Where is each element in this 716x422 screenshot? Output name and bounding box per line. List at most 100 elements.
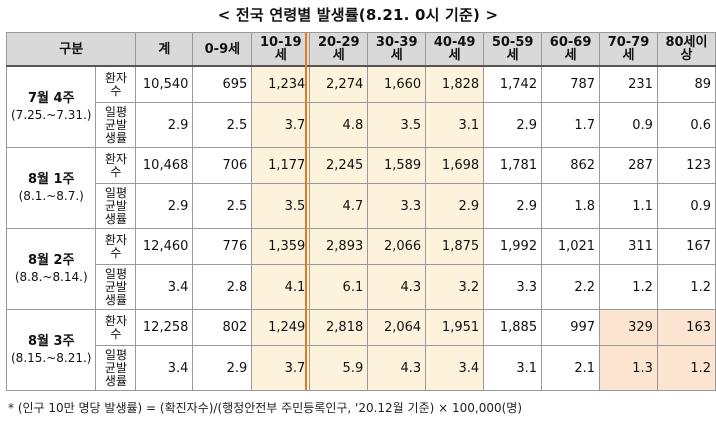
table-cell: 3.1	[425, 102, 485, 148]
table-cell: 0.6	[656, 102, 716, 148]
table-cell: 1.7	[541, 102, 601, 148]
table-cell: 1,951	[425, 309, 485, 346]
highlight-divider	[305, 32, 307, 390]
header-total: 계	[135, 32, 194, 67]
table-cell: 802	[192, 309, 253, 346]
table-cell: 862	[541, 147, 601, 184]
header-age-50-59: 50-59세	[483, 32, 543, 67]
header-age-10-19: 10-19세	[251, 32, 311, 67]
table-cell: 123	[656, 147, 716, 184]
table-cell: 2.9	[192, 345, 253, 391]
week-label: 8월 1주 (8.1.~8.7.)	[5, 147, 97, 229]
table-row: 8월 1주 (8.1.~8.7.) 환자수 10,468 706 1,177 2,245 1,…	[5, 147, 716, 229]
table-cell: 787	[541, 65, 601, 103]
table-cell: 10,540	[135, 65, 194, 103]
table-row: 일평균발생률 3.4 2.8 4.1 6.1 4.3 3.2 3.3 2.2 1.2 1.2	[7, 264, 716, 310]
table-cell: 1.8	[541, 183, 601, 229]
header-age-60-69: 60-69세	[541, 32, 601, 67]
week-name: 8월 2주	[27, 253, 75, 268]
header-row: 구분 계 0-9세 10-19세 20-29세 30-39세 40-49세 50…	[5, 32, 716, 67]
table-cell: 4.8	[309, 102, 369, 148]
header-age-40-49: 40-49세	[425, 32, 485, 67]
table-cell: 706	[192, 147, 253, 184]
row-label-count: 환자수	[95, 228, 137, 265]
table-cell: 287	[599, 147, 658, 184]
week-name: 8월 3주	[27, 334, 75, 349]
row-label-count: 환자수	[95, 309, 137, 346]
table-cell: 4.7	[309, 183, 369, 229]
header-age-80-plus: 80세이상	[656, 32, 716, 67]
week-name: 8월 1주	[27, 172, 75, 187]
table-cell: 2.2	[541, 264, 601, 310]
table-cell: 776	[192, 228, 253, 265]
week-label: 8월 2주 (8.8.~8.14.)	[5, 228, 97, 310]
table-cell: 6.1	[309, 264, 369, 310]
table-cell: 231	[599, 65, 658, 103]
page-title: < 전국 연령별 발생률(8.21. 0시 기준) >	[217, 6, 499, 24]
footnote: * (인구 10만 명당 발생률) = (확진자수)/(행정안전부 주민등록인구…	[8, 401, 523, 415]
table-cell: 163	[656, 309, 716, 346]
row-label-rate: 일평균발생률	[95, 183, 137, 229]
table-cell: 2.5	[192, 102, 253, 148]
table-cell: 2,245	[309, 147, 369, 184]
table-cell: 1,992	[483, 228, 543, 265]
table-cell: 1,234	[251, 65, 311, 103]
table-cell: 2.8	[192, 264, 253, 310]
table-cell: 1,828	[425, 65, 485, 103]
table-cell: 1,698	[425, 147, 485, 184]
table-cell: 2,818	[309, 309, 369, 346]
table-cell: 12,258	[135, 309, 194, 346]
week-range: (8.15.~8.21.)	[11, 351, 92, 365]
table-cell: 1,875	[425, 228, 485, 265]
header-category: 구분	[5, 32, 137, 67]
row-label-rate: 일평균발생률	[95, 345, 137, 391]
table-cell: 4.3	[367, 345, 427, 391]
table-cell: 2.9	[135, 102, 194, 148]
table-cell: 1.2	[656, 264, 716, 310]
table-cell: 3.5	[251, 183, 311, 229]
table-cell: 10,468	[135, 147, 194, 184]
table-cell: 0.9	[599, 102, 658, 148]
table-cell: 1.1	[599, 183, 658, 229]
table-row: 일평균발생률 2.9 2.5 3.5 4.7 3.3 2.9 2.9 1.8 1.1 0.9	[7, 183, 716, 229]
table-cell: 2.9	[483, 183, 543, 229]
table-cell: 3.3	[367, 183, 427, 229]
week-name: 7월 4주	[27, 91, 75, 106]
table-cell: 1,021	[541, 228, 601, 265]
table-cell: 3.5	[367, 102, 427, 148]
table-cell: 997	[541, 309, 601, 346]
header-age-30-39: 30-39세	[367, 32, 427, 67]
table-row: 8월 2주 (8.8.~8.14.) 환자수 12,460 776 1,359 2,893 2…	[5, 228, 716, 310]
table-cell: 2,893	[309, 228, 369, 265]
week-range: (8.1.~8.7.)	[18, 189, 84, 203]
header-age-0-9: 0-9세	[192, 32, 253, 67]
table-cell: 3.3	[483, 264, 543, 310]
row-label-count: 환자수	[95, 65, 137, 103]
table-cell: 0.9	[656, 183, 716, 229]
header-age-20-29: 20-29세	[309, 32, 369, 67]
week-label: 8월 3주 (8.15.~8.21.)	[5, 309, 97, 391]
header-age-70-79: 70-79세	[599, 32, 658, 67]
table-row: 8월 3주 (8.15.~8.21.) 환자수 12,258 802 1,249 2,818…	[5, 309, 716, 391]
table-row: 일평균발생률 2.9 2.5 3.7 4.8 3.5 3.1 2.9 1.7 0.9 0.6	[7, 102, 716, 148]
table-cell: 1,660	[367, 65, 427, 103]
table-row: 7월 4주 (7.25.~7.31.) 환자수 10,540 695 1,234 2,274…	[5, 65, 716, 148]
table-cell: 695	[192, 65, 253, 103]
table-cell: 1,885	[483, 309, 543, 346]
table-cell: 5.9	[309, 345, 369, 391]
table-cell: 2.9	[135, 183, 194, 229]
week-range: (8.8.~8.14.)	[14, 270, 88, 284]
row-label-count: 환자수	[95, 147, 137, 184]
table-cell: 3.4	[135, 345, 194, 391]
table-cell: 2.5	[192, 183, 253, 229]
table-cell: 1.2	[599, 264, 658, 310]
table-cell: 12,460	[135, 228, 194, 265]
table-cell: 2.9	[483, 102, 543, 148]
table-cell: 2.9	[425, 183, 485, 229]
table-cell: 3.7	[251, 102, 311, 148]
week-range: (7.25.~7.31.)	[11, 108, 92, 122]
table-cell: 1,249	[251, 309, 311, 346]
table-cell: 2,064	[367, 309, 427, 346]
week-label: 7월 4주 (7.25.~7.31.)	[5, 65, 97, 148]
table-cell: 2,066	[367, 228, 427, 265]
